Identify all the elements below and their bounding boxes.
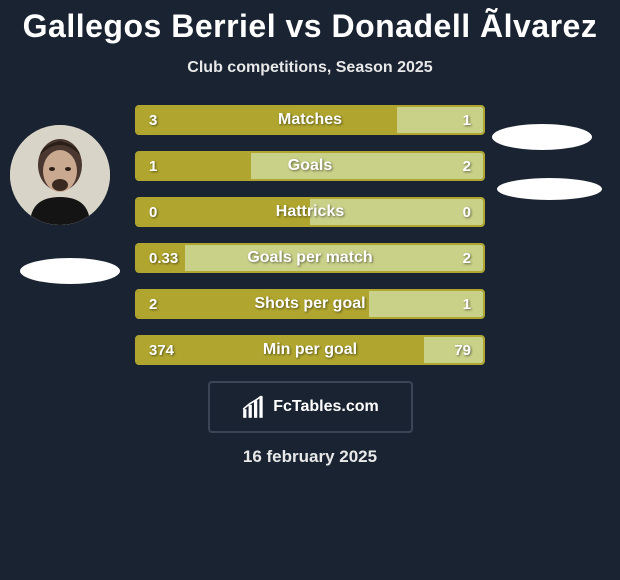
stat-row: 374 Min per goal 79 [0, 335, 620, 365]
stat-left-value: 0 [149, 204, 157, 221]
stat-right-value: 0 [463, 204, 471, 221]
stat-right-value: 1 [463, 112, 471, 129]
stat-left-value: 3 [149, 112, 157, 129]
stat-right-value: 1 [463, 296, 471, 313]
stat-left-value: 0.33 [149, 250, 178, 267]
bar-track: 3 Matches 1 [135, 105, 485, 135]
stat-label: Min per goal [263, 341, 357, 359]
bar-overlay: 1 Goals 2 [137, 153, 483, 179]
stat-row: 0.33 Goals per match 2 [0, 243, 620, 273]
bar-track: 374 Min per goal 79 [135, 335, 485, 365]
subtitle: Club competitions, Season 2025 [0, 59, 620, 77]
stat-label: Goals [288, 157, 332, 175]
brand-text: FcTables.com [273, 398, 379, 416]
bar-track: 0 Hattricks 0 [135, 197, 485, 227]
stat-label: Hattricks [276, 203, 344, 221]
stat-right-value: 2 [463, 250, 471, 267]
stat-label: Matches [278, 111, 342, 129]
bar-overlay: 0 Hattricks 0 [137, 199, 483, 225]
bar-overlay: 2 Shots per goal 1 [137, 291, 483, 317]
bar-overlay: 0.33 Goals per match 2 [137, 245, 483, 271]
chart-bars-icon [241, 394, 267, 420]
bar-track: 0.33 Goals per match 2 [135, 243, 485, 273]
stat-right-value: 79 [454, 342, 471, 359]
date-text: 16 february 2025 [0, 447, 620, 467]
stat-left-value: 374 [149, 342, 174, 359]
bar-track: 2 Shots per goal 1 [135, 289, 485, 319]
stat-row: 2 Shots per goal 1 [0, 289, 620, 319]
stat-label: Shots per goal [254, 295, 365, 313]
stat-row: 3 Matches 1 [0, 105, 620, 135]
stat-row: 0 Hattricks 0 [0, 197, 620, 227]
page-title: Gallegos Berriel vs Donadell Ãlvarez [0, 0, 620, 45]
branding-box: FcTables.com [208, 381, 413, 433]
stats-block: 3 Matches 1 1 Goals 2 0 Hattricks 0 0.33 Goals per… [0, 105, 620, 365]
bar-track: 1 Goals 2 [135, 151, 485, 181]
stat-left-value: 1 [149, 158, 157, 175]
stat-right-value: 2 [463, 158, 471, 175]
stat-left-value: 2 [149, 296, 157, 313]
bar-overlay: 374 Min per goal 79 [137, 337, 483, 363]
stat-label: Goals per match [247, 249, 372, 267]
bar-overlay: 3 Matches 1 [137, 107, 483, 133]
stat-row: 1 Goals 2 [0, 151, 620, 181]
